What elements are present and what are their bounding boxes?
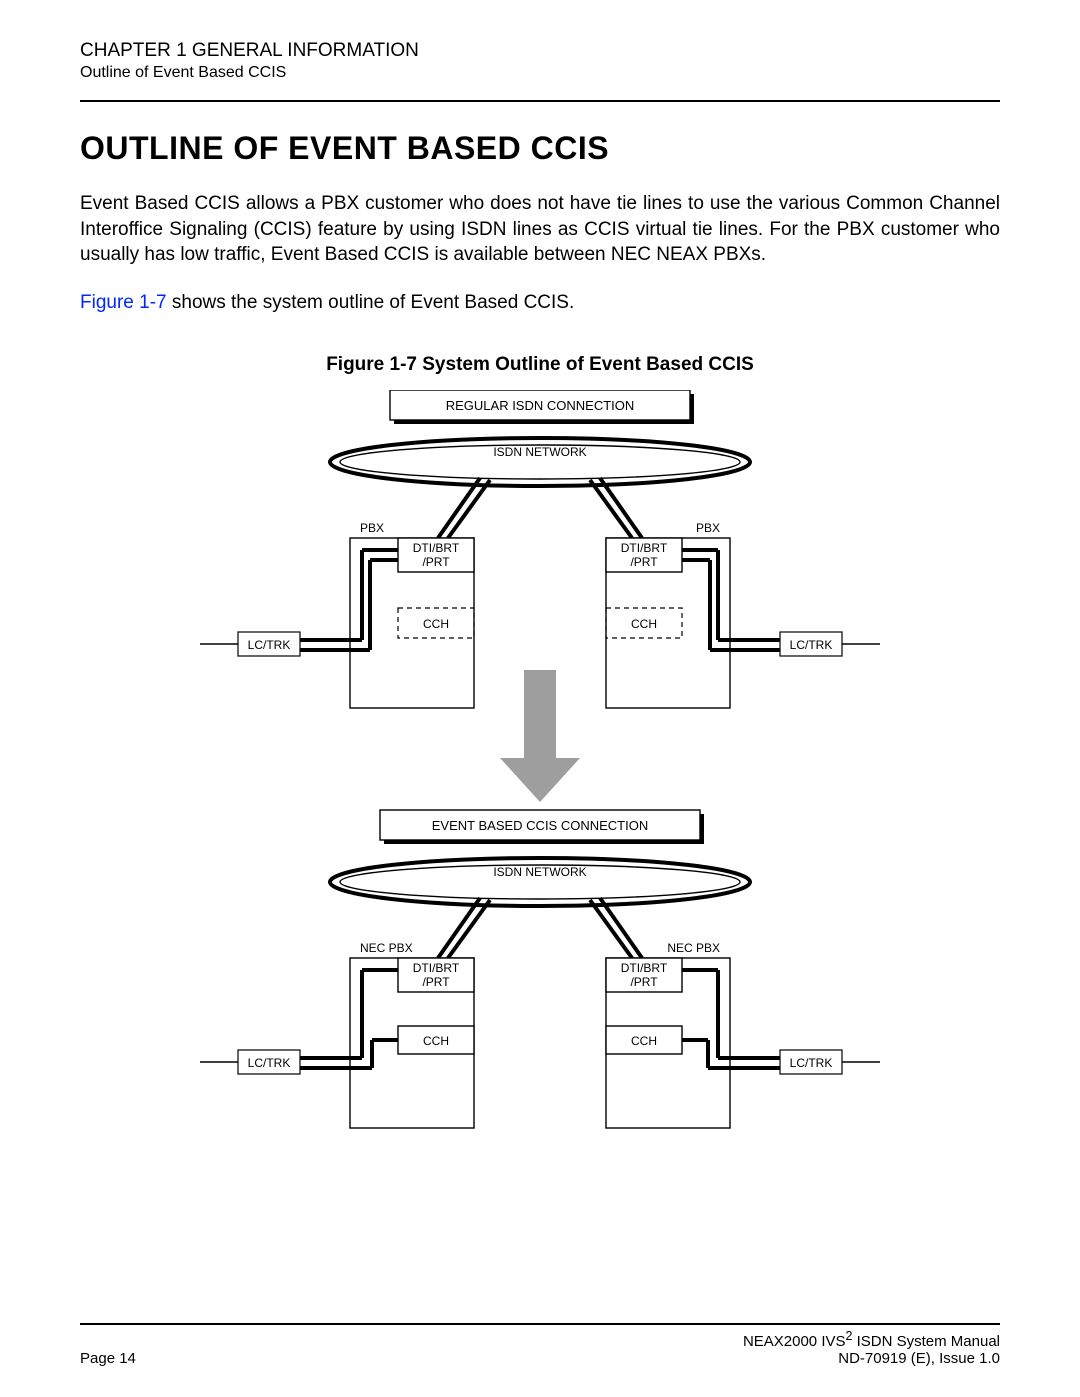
body-paragraph: Event Based CCIS allows a PBX customer w…	[80, 191, 1000, 268]
down-arrow-icon	[500, 670, 580, 802]
dti-brt-left-top: DTI/BRT	[413, 541, 460, 555]
pbx-label-left-top: PBX	[360, 521, 384, 535]
cch-right-bot: CCH	[631, 1034, 657, 1048]
pbx-label-right-top: PBX	[696, 521, 720, 535]
footer-manual-line2: ND-70919 (E), Issue 1.0	[743, 1350, 1000, 1367]
system-diagram: REGULAR ISDN CONNECTION ISDN NETWORK PBX…	[180, 390, 900, 1170]
section-title: OUTLINE OF EVENT BASED CCIS	[80, 130, 1000, 167]
rule-bottom	[80, 1323, 1000, 1325]
nec-pbx-right: NEC PBX	[667, 941, 720, 955]
prt-right-bot: /PRT	[630, 975, 658, 989]
banner-regular-isdn: REGULAR ISDN CONNECTION	[446, 398, 635, 413]
lctrk-left-top: LC/TRK	[248, 638, 291, 652]
figure-reference: Figure 1-7 shows the system outline of E…	[80, 292, 1000, 314]
dti-brt-left-bot: DTI/BRT	[413, 961, 460, 975]
figure-ref-link[interactable]: Figure 1-7	[80, 292, 167, 313]
header-chapter: CHAPTER 1 GENERAL INFORMATION	[80, 40, 1000, 62]
lctrk-right-top: LC/TRK	[790, 638, 833, 652]
cch-left-top: CCH	[423, 617, 449, 631]
banner-event-ccis: EVENT BASED CCIS CONNECTION	[432, 818, 648, 833]
prt-left-bot: /PRT	[422, 975, 450, 989]
header-subtitle: Outline of Event Based CCIS	[80, 64, 1000, 82]
footer-manual-line1: NEAX2000 IVS2 ISDN System Manual	[743, 1329, 1000, 1350]
isdn-network-top: ISDN NETWORK	[493, 445, 586, 459]
cch-left-bot: CCH	[423, 1034, 449, 1048]
dti-brt-right-top: DTI/BRT	[621, 541, 668, 555]
lctrk-right-bot: LC/TRK	[790, 1056, 833, 1070]
cch-right-top: CCH	[631, 617, 657, 631]
prt-left-top: /PRT	[422, 555, 450, 569]
figure-ref-tail: shows the system outline of Event Based …	[167, 292, 575, 313]
rule-top	[80, 100, 1000, 102]
page-footer: Page 14 NEAX2000 IVS2 ISDN System Manual…	[80, 1329, 1000, 1367]
dti-brt-right-bot: DTI/BRT	[621, 961, 668, 975]
lctrk-left-bot: LC/TRK	[248, 1056, 291, 1070]
footer-page-number: Page 14	[80, 1350, 136, 1367]
isdn-network-bottom: ISDN NETWORK	[493, 865, 586, 879]
prt-right-top: /PRT	[630, 555, 658, 569]
nec-pbx-left: NEC PBX	[360, 941, 413, 955]
figure-caption: Figure 1-7 System Outline of Event Based…	[80, 354, 1000, 376]
